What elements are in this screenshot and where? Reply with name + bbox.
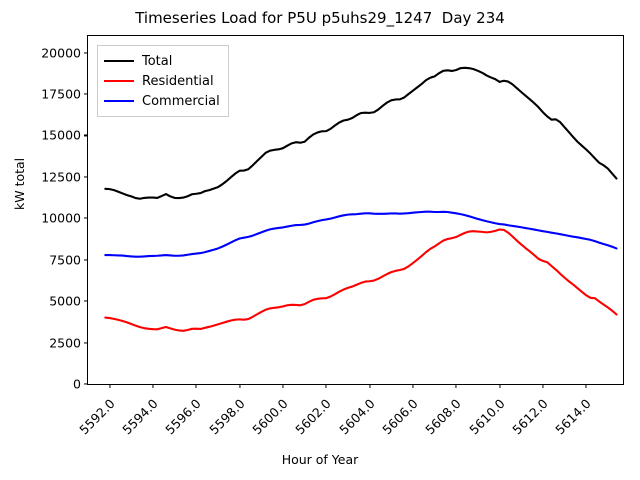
x-tick-mark [325, 384, 327, 388]
x-tick-mark [498, 384, 501, 388]
x-tick-label: 5600.0 [249, 395, 291, 438]
chart-title: Timeseries Load for P5U p5uhs29_1247 Day… [135, 9, 505, 27]
x-tick-mark [585, 384, 587, 388]
x-tick-label: 5606.0 [379, 395, 421, 438]
y-tick-mark [84, 342, 88, 344]
plot-area: 0 2500 5000 7500 10000 12500 15000 17500 20000 55… [41, 35, 624, 437]
x-tick-mark [239, 384, 241, 388]
legend-label-total: Total [142, 53, 173, 69]
x-tick-label: 5612.0 [509, 395, 551, 438]
x-tick-label: 5596.0 [162, 395, 205, 438]
series-line-residential [104, 228, 618, 332]
y-tick-label: 12500 [41, 169, 81, 185]
y-tick-mark [84, 383, 88, 385]
y-tick-mark [84, 52, 88, 54]
x-tick-label: 5604.0 [335, 395, 378, 438]
y-tick-label: 5000 [49, 293, 81, 309]
legend: Total Residential Commercial [97, 45, 229, 117]
x-tick-label: 5608.0 [422, 395, 464, 438]
y-tick-label: 15000 [41, 127, 81, 143]
x-tick-mark [109, 384, 111, 388]
legend-swatch-total [104, 60, 134, 62]
legend-item-commercial: Commercial [104, 91, 220, 111]
x-tick-label: 5602.0 [292, 395, 335, 438]
legend-swatch-residential [104, 80, 134, 82]
y-tick-mark [84, 134, 88, 136]
x-tick-label: 5598.0 [205, 395, 248, 438]
y-tick-label: 2500 [49, 335, 81, 351]
y-tick-mark [84, 300, 88, 302]
x-tick-mark [282, 384, 284, 388]
y-tick-label: 7500 [49, 252, 81, 268]
x-tick-mark [369, 384, 371, 388]
x-tick-label: 5592.0 [75, 395, 118, 438]
legend-item-total: Total [104, 51, 220, 71]
y-axis-label: kW total [12, 157, 27, 210]
series-line-total [104, 66, 618, 200]
x-tick-mark [152, 384, 154, 388]
x-tick-mark [455, 384, 457, 388]
series-line-commercial [104, 210, 618, 258]
x-tick-mark [195, 384, 197, 388]
y-tick-label: 0 [73, 376, 81, 392]
x-tick-label: 5594.0 [119, 395, 161, 438]
legend-label-commercial: Commercial [142, 93, 220, 109]
x-tick-label: 5614.0 [552, 395, 594, 438]
x-tick-mark [542, 384, 544, 388]
y-tick-label: 20000 [41, 45, 81, 61]
x-axis-label: Hour of Year [281, 452, 359, 467]
x-tick-label: 5610.0 [465, 395, 508, 438]
series-lines [104, 66, 618, 332]
legend-item-residential: Residential [104, 71, 220, 91]
legend-label-residential: Residential [142, 73, 214, 89]
legend-swatch-commercial [104, 100, 134, 102]
y-tick-label: 17500 [41, 86, 81, 102]
y-tick-mark [84, 93, 88, 95]
y-tick-mark [84, 176, 88, 178]
y-tick-label: 10000 [41, 210, 81, 226]
x-tick-mark [412, 384, 414, 388]
y-tick-mark [84, 217, 88, 219]
y-tick-mark [84, 259, 88, 261]
